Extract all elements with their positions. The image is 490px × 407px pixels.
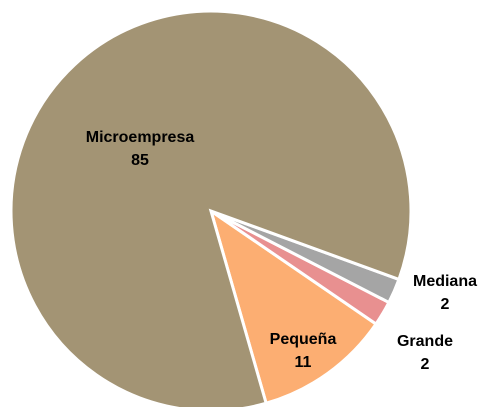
slice-label: Microempresa: [86, 129, 195, 146]
slice-value: 2: [441, 296, 450, 313]
slice-label: Grande: [397, 333, 453, 350]
pie-slice: [208, 207, 379, 406]
slice-value: 85: [131, 152, 149, 169]
slice-label: Pequeña: [270, 331, 337, 348]
pie-slice: [9, 9, 413, 407]
slice-label: Mediana: [413, 273, 477, 290]
slice-value: 2: [421, 356, 430, 373]
slice-value: 11: [295, 354, 312, 371]
